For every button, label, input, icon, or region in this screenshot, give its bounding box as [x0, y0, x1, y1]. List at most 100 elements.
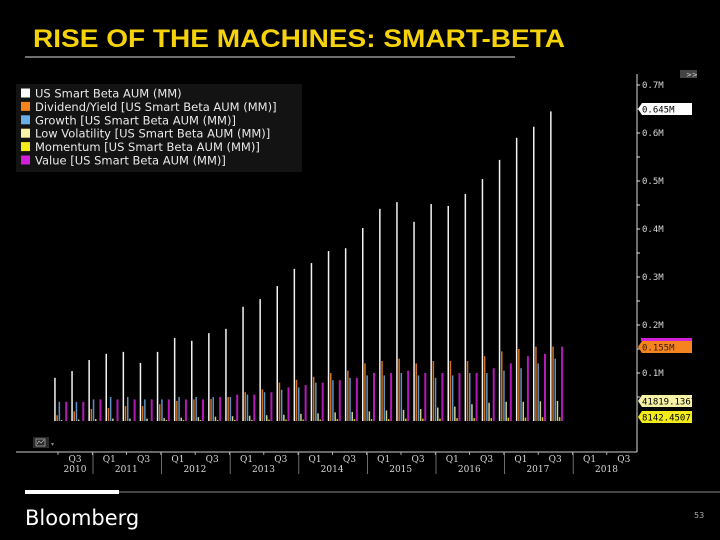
- bar-growth: [520, 368, 522, 421]
- bar-us: [344, 248, 347, 421]
- bar-momentum: [319, 419, 321, 421]
- x-quarter-label: Q3: [274, 455, 287, 465]
- bar-us: [413, 221, 415, 421]
- page-number: 53: [694, 511, 704, 520]
- x-year-label: 2014: [321, 465, 344, 475]
- x-quarter-label: Q1: [446, 455, 459, 465]
- bar-low: [471, 404, 473, 421]
- bar-dividendyield: [483, 356, 486, 421]
- line-chart-glyph: [36, 439, 45, 445]
- bar-low: [437, 407, 439, 421]
- bar-value: [509, 363, 512, 421]
- x-year-label: 2016: [458, 465, 481, 475]
- bar-us: [105, 353, 107, 421]
- y-tick-label: 0.7M: [642, 81, 664, 91]
- bar-growth: [144, 399, 146, 421]
- bar-us: [362, 228, 364, 421]
- bar-growth: [332, 380, 334, 421]
- bar-dividendyield: [261, 389, 264, 421]
- bar-momentum: [405, 418, 407, 421]
- bar-us: [54, 377, 56, 421]
- bar-value: [373, 373, 375, 421]
- bar-momentum: [490, 418, 492, 421]
- bar-low: [248, 415, 251, 421]
- bar-value: [150, 399, 153, 421]
- expand-button-bg[interactable]: [680, 70, 697, 78]
- bar-low: [266, 415, 268, 421]
- x-year-label: 2013: [252, 465, 275, 475]
- x-quarter-label: Q1: [171, 455, 184, 465]
- bar-dividendyield: [159, 404, 161, 421]
- bar-momentum: [234, 420, 236, 421]
- bar-value: [253, 394, 256, 421]
- bar-low: [60, 420, 63, 421]
- value-label-bg: [638, 395, 692, 407]
- bar-dividendyield: [90, 409, 93, 421]
- expand-button[interactable]: >>: [680, 70, 698, 79]
- x-quarter-label: Q3: [68, 455, 81, 465]
- bar-us: [481, 179, 484, 421]
- bar-dividendyield: [347, 370, 349, 421]
- bar-us: [173, 337, 176, 421]
- line-chart-icon[interactable]: [35, 438, 46, 447]
- x-year-label: 2012: [183, 465, 206, 475]
- bar-dividendyield: [398, 358, 400, 421]
- bar-growth: [383, 375, 385, 421]
- bar-growth: [554, 358, 556, 421]
- bar-growth: [178, 397, 180, 421]
- bar-value: [321, 382, 324, 421]
- expand-icon[interactable]: >>: [686, 71, 698, 79]
- bar-us: [122, 351, 125, 421]
- bar-value: [355, 377, 358, 421]
- bar-low: [351, 411, 353, 421]
- bar-us: [88, 360, 90, 421]
- bar-dividendyield: [73, 411, 75, 421]
- bar-value: [133, 399, 136, 421]
- bar-growth: [127, 397, 129, 421]
- bar-us: [498, 159, 501, 421]
- bar-growth: [75, 401, 78, 421]
- x-quarter-label: Q3: [343, 455, 356, 465]
- bar-value: [82, 401, 85, 421]
- bar-us: [156, 351, 159, 421]
- bar-momentum: [439, 418, 441, 421]
- bar-us: [242, 306, 244, 421]
- bar-us: [379, 208, 381, 421]
- bar-dividendyield: [415, 363, 417, 421]
- bar-growth: [537, 363, 539, 421]
- bar-momentum: [285, 419, 287, 421]
- bar-growth: [503, 370, 505, 421]
- legend-swatch: [21, 88, 30, 98]
- bar-value: [492, 368, 495, 421]
- bar-momentum: [422, 418, 424, 421]
- bar-value: [390, 373, 393, 421]
- x-quarter-label: Q1: [240, 455, 253, 465]
- bar-value: [65, 401, 68, 421]
- bar-us: [310, 263, 313, 421]
- bar-dividendyield: [449, 361, 452, 421]
- bar-momentum: [302, 419, 304, 421]
- x-quarter-label: Q3: [137, 455, 150, 465]
- bar-low: [402, 409, 405, 421]
- chevron-down-icon[interactable]: ▾: [51, 441, 54, 448]
- bar-momentum: [251, 420, 253, 421]
- bar-momentum: [558, 417, 561, 421]
- bar-low: [129, 418, 131, 421]
- bar-low: [112, 418, 114, 421]
- bar-growth: [451, 375, 454, 421]
- bar-us: [464, 193, 467, 421]
- bar-dividendyield: [107, 408, 110, 421]
- value-label: 8142.4507: [642, 414, 691, 424]
- x-year-label: 2011: [115, 465, 138, 475]
- x-quarter-label: Q1: [377, 455, 390, 465]
- x-year-label: 2015: [389, 465, 412, 475]
- bar-low: [231, 416, 234, 421]
- chart-type-button[interactable]: ▾: [33, 437, 54, 448]
- bar-dividendyield: [210, 398, 212, 421]
- y-tick-label: 0.5M: [642, 177, 664, 187]
- bar-growth: [92, 399, 95, 421]
- legend-label: Dividend/Yield [US Smart Beta AUM (MM)]: [35, 100, 277, 114]
- slide-title: RISE OF THE MACHINES: SMART-BETA: [33, 25, 565, 53]
